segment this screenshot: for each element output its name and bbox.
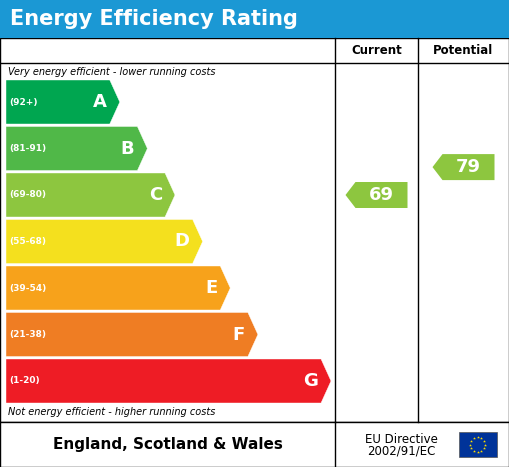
Text: (92+): (92+) [9,98,38,106]
Text: 2002/91/EC: 2002/91/EC [367,444,435,457]
Bar [459,432,497,457]
Text: Not energy efficient - higher running costs: Not energy efficient - higher running co… [8,407,215,417]
Text: E: E [205,279,217,297]
Text: Energy Efficiency Rating: Energy Efficiency Rating [10,9,298,29]
Text: D: D [175,233,190,250]
Polygon shape [6,359,331,403]
Polygon shape [6,312,258,356]
Text: (81-91): (81-91) [9,144,46,153]
Text: C: C [149,186,162,204]
Polygon shape [6,266,230,310]
Text: A: A [93,93,107,111]
Polygon shape [6,173,175,217]
Text: 69: 69 [369,186,394,204]
Polygon shape [6,80,120,124]
Bar [0,422,509,467]
Text: Potential: Potential [433,44,494,57]
Text: F: F [233,325,245,344]
Bar [0,0,509,38]
Polygon shape [433,154,495,180]
Text: (39-54): (39-54) [9,283,46,292]
Text: EU Directive: EU Directive [364,433,438,446]
Text: (1-20): (1-20) [9,376,40,385]
Text: 79: 79 [456,158,481,176]
Text: Current: Current [351,44,402,57]
Text: (69-80): (69-80) [9,191,46,199]
Polygon shape [6,127,148,170]
Text: Very energy efficient - lower running costs: Very energy efficient - lower running co… [8,67,215,77]
Polygon shape [346,182,408,208]
Text: (55-68): (55-68) [9,237,46,246]
Bar [0,38,509,422]
Text: England, Scotland & Wales: England, Scotland & Wales [52,437,282,452]
Polygon shape [6,219,203,263]
Text: (21-38): (21-38) [9,330,46,339]
Text: G: G [303,372,318,390]
Text: B: B [121,140,134,157]
